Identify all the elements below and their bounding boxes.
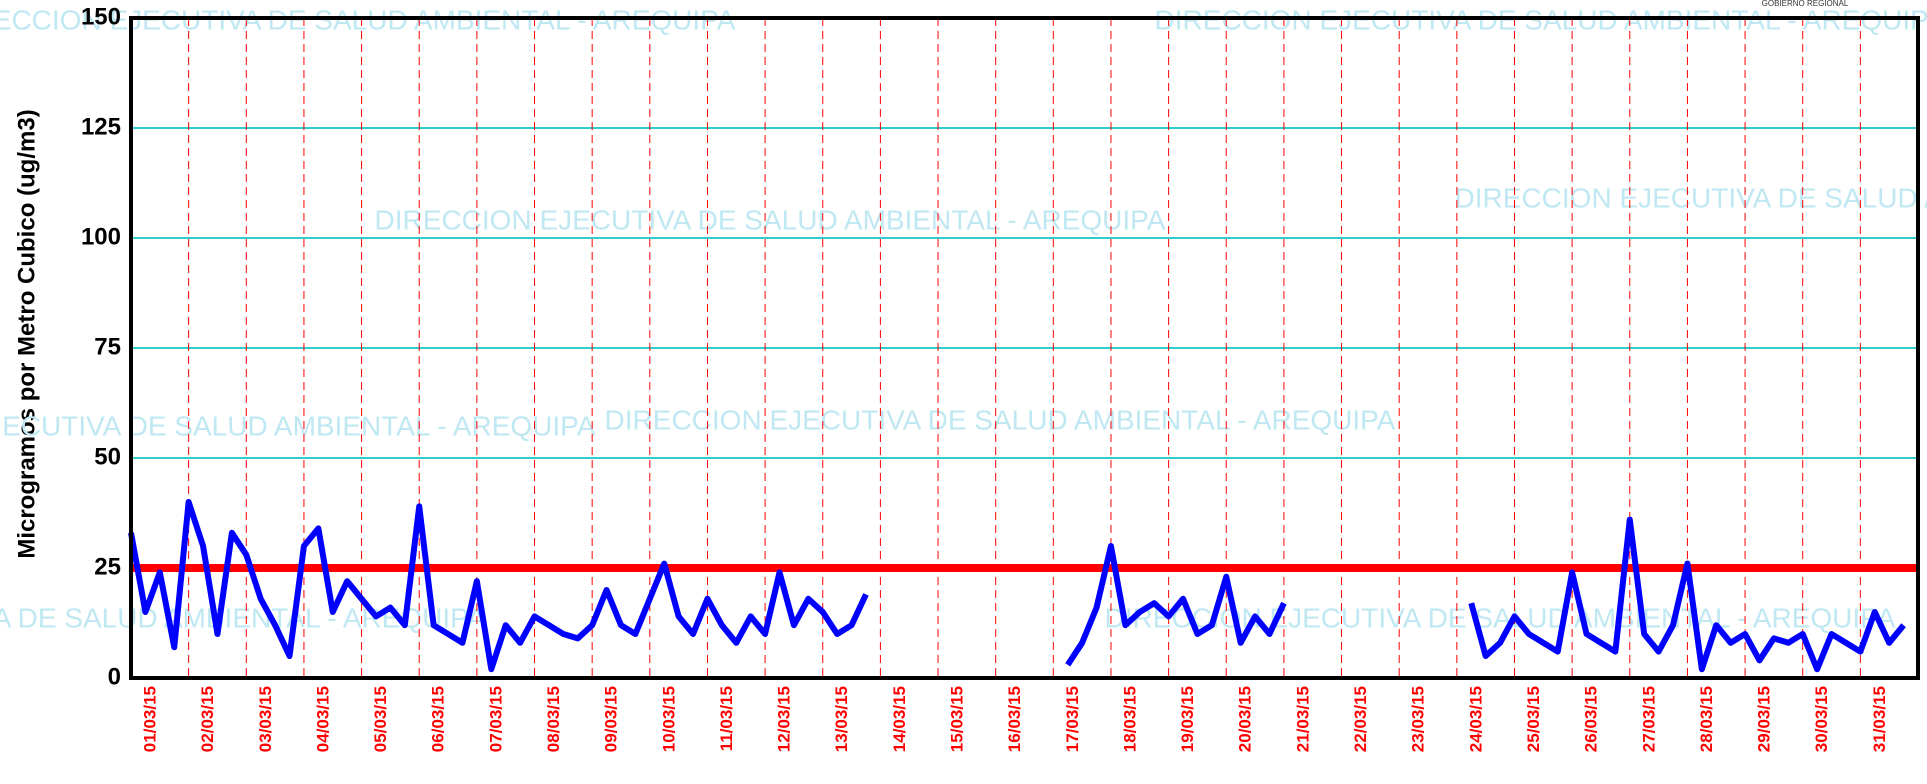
x-tick-label: 07/03/15: [486, 686, 505, 752]
x-tick-label: 13/03/15: [832, 686, 851, 752]
watermark: DIRECCION EJECUTIVA DE SALUD AMBIENTAL -…: [0, 410, 596, 441]
y-tick-label: 125: [81, 113, 121, 140]
x-tick-label: 04/03/15: [313, 686, 332, 752]
y-tick-label: 50: [94, 443, 121, 470]
x-tick-label: 08/03/15: [544, 686, 563, 752]
x-tick-label: 22/03/15: [1351, 686, 1370, 752]
chart: GOBIERNO REGIONAL Microgramos por Metro …: [0, 0, 1927, 784]
x-tick-label: 12/03/15: [775, 686, 794, 752]
x-tick-label: 30/03/15: [1812, 686, 1831, 752]
y-tick-label: 25: [94, 553, 121, 580]
watermark: DIRECCION EJECUTIVA DE SALUD AMBIENTAL -…: [1455, 182, 1927, 213]
x-tick-label: 19/03/15: [1178, 686, 1197, 752]
x-tick-label: 31/03/15: [1870, 686, 1889, 752]
x-tick-label: 21/03/15: [1293, 686, 1312, 752]
x-tick-label: 11/03/15: [717, 686, 736, 751]
watermark: DIRECCION EJECUTIVA DE SALUD AMBIENTAL -…: [0, 602, 486, 633]
x-tick-label: 02/03/15: [198, 686, 217, 752]
x-tick-label: 24/03/15: [1466, 686, 1485, 752]
watermark: DIRECCION EJECUTIVA DE SALUD AMBIENTAL -…: [1105, 602, 1896, 633]
x-tick-label: 14/03/15: [890, 686, 909, 752]
x-tick-label: 28/03/15: [1697, 686, 1716, 752]
watermark: DIRECCION EJECUTIVA DE SALUD AMBIENTAL -…: [375, 204, 1166, 235]
data-line: [131, 502, 1904, 669]
x-tick-label: 06/03/15: [429, 686, 448, 752]
x-tick-label: 01/03/15: [140, 686, 159, 752]
x-tick-label: 27/03/15: [1639, 686, 1658, 752]
x-tick-label: 10/03/15: [659, 686, 678, 752]
y-tick-label: 150: [81, 3, 121, 30]
x-tick-label: 05/03/15: [371, 686, 390, 752]
x-tick-label: 17/03/15: [1063, 686, 1082, 752]
x-tick-label: 16/03/15: [1005, 686, 1024, 752]
x-tick-label: 23/03/15: [1409, 686, 1428, 752]
x-tick-label: 03/03/15: [256, 686, 275, 752]
y-tick-label: 0: [108, 663, 121, 690]
x-tick-label: 20/03/15: [1236, 686, 1255, 752]
y-axis-label: Microgramos por Metro Cubico (ug/m3): [13, 109, 40, 558]
watermark: DIRECCION EJECUTIVA DE SALUD AMBIENTAL -…: [605, 404, 1396, 435]
y-tick-label: 75: [94, 333, 121, 360]
x-tick-label: 15/03/15: [948, 686, 967, 752]
x-tick-label: 09/03/15: [602, 686, 621, 752]
x-tick-label: 25/03/15: [1524, 686, 1543, 752]
x-tick-label: 26/03/15: [1582, 686, 1601, 752]
y-tick-label: 100: [81, 223, 121, 250]
x-tick-label: 29/03/15: [1755, 686, 1774, 752]
x-tick-label: 18/03/15: [1120, 686, 1139, 752]
